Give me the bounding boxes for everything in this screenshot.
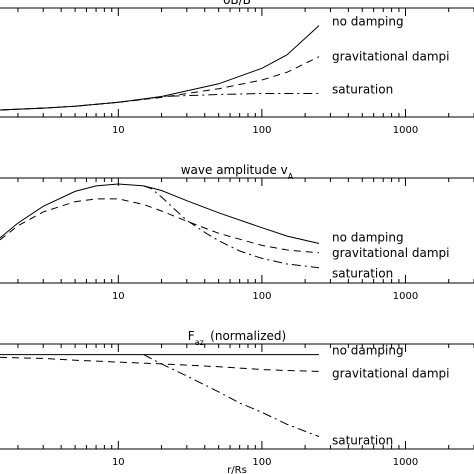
panel-1-series-label: no damping [332, 15, 404, 29]
panel-2-series-solid [0, 183, 320, 244]
panel-1-series-label: gravitational dampi [332, 50, 450, 64]
panel-3-title: Faz. (normalized) [188, 329, 286, 347]
panel-2-tick-label: 10 [112, 291, 125, 302]
panel-2-series-label: gravitational dampi [332, 246, 450, 260]
panel-3-x-axis-label: r/Rs [227, 465, 247, 474]
panel-3-series-dashed [0, 356, 320, 372]
panel-2-tick-label: 1000 [393, 291, 418, 302]
panel-1-series-dashed [0, 56, 320, 111]
panel-3-series-label: saturation [332, 433, 393, 447]
panel-3-tick-label: 1000 [393, 457, 418, 468]
panel-1-tick-label: 10 [112, 125, 125, 136]
panel-3-series-label: no damping [332, 344, 404, 358]
panel-2-series-label: saturation [332, 267, 393, 281]
panel-2-title: wave amplitude vA [181, 163, 294, 181]
panel-3-series-dashdot [143, 354, 320, 437]
panel-1-tick-label: 100 [252, 125, 271, 136]
panel-1-series-label: saturation [332, 83, 393, 97]
panel-2-series-dashed [0, 198, 320, 254]
panel-3-tick-label: 10 [112, 457, 125, 468]
panel-2-series-dashdot [143, 185, 320, 269]
panel-2-series-label: no damping [332, 231, 404, 245]
panel-1-series-dashdot [0, 93, 319, 111]
panel-3-tick-label: 100 [252, 457, 271, 468]
panel-2-tick-label: 100 [252, 291, 271, 302]
panel-1-tick-label: 1000 [393, 125, 418, 136]
panel-3-series-label: gravitational dampi [332, 366, 450, 380]
panel-1-title: δB/B [223, 0, 251, 7]
